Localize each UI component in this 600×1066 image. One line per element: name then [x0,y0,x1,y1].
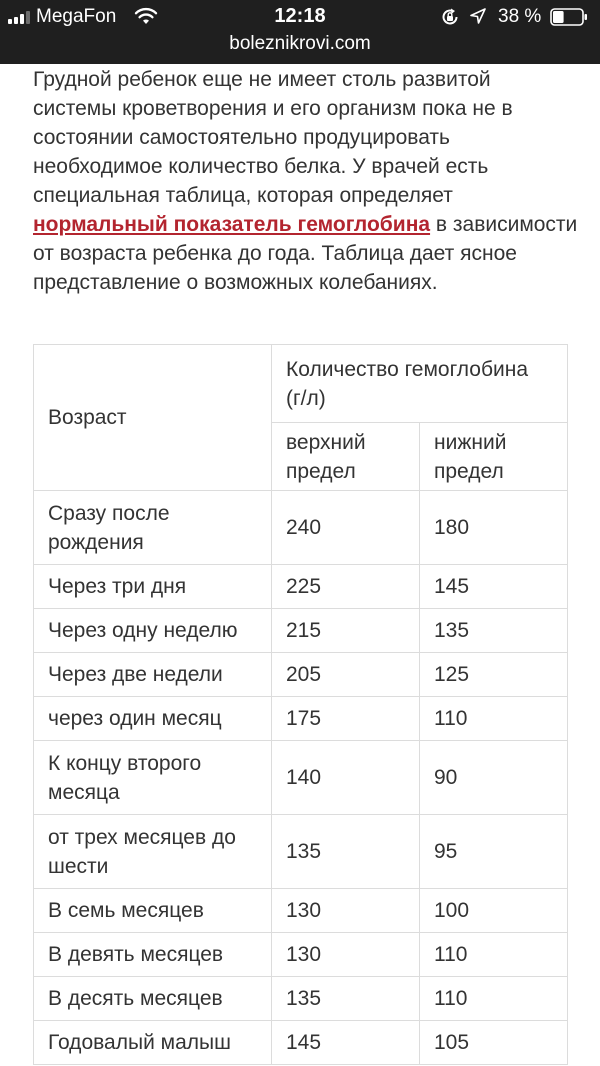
age-cell: К концу второго месяца [33,740,272,815]
upper-limit-header: верхний предел [271,422,420,491]
upper-limit-cell: 135 [271,814,420,889]
table-row: Сразу после рождения 240 180 [33,490,569,565]
lower-limit-cell: 110 [418,932,569,977]
table-row: В девять месяцев 130 110 [33,932,569,977]
browser-top-bar: MegaFon 12:18 38 % boleznikrovi.com [0,0,600,64]
table-row: Через три дня 225 145 [33,564,569,609]
upper-limit-cell: 130 [271,888,420,933]
url-bar[interactable]: boleznikrovi.com [229,33,371,54]
age-cell: Годовалый малыш [33,1020,272,1065]
article-intro-paragraph: Грудной ребенок еще не имеет столь разви… [33,65,578,297]
intro-text-after-link: в зависимости от возраста ребенка до год… [33,213,578,294]
table-row: В десять месяцев 135 110 [33,976,569,1021]
hemoglobin-amount-header: Количество гемоглобина (г/л) [270,344,569,423]
lower-limit-cell: 90 [418,740,569,815]
upper-limit-cell: 175 [271,696,420,741]
lower-limit-cell: 100 [418,888,569,933]
age-cell: В десять месяцев [33,976,272,1021]
table-row: через один месяц 175 110 [33,696,569,741]
location-arrow-icon [470,8,486,24]
table-row: Через одну неделю 215 135 [33,608,569,653]
upper-limit-cell: 135 [271,976,420,1021]
table-row: Годовалый малыш 145 105 [33,1020,569,1065]
battery-icon [550,8,587,26]
rotation-lock-icon [442,8,458,25]
intro-text-before-link: Грудной ребенок еще не имеет столь разви… [33,68,513,207]
lower-limit-header: нижний предел [418,422,569,491]
hemoglobin-norm-link[interactable]: нормальный показатель гемоглобина [33,213,431,236]
upper-limit-cell: 205 [271,652,420,697]
age-cell: от трех месяцев до шести [33,814,272,889]
age-column-header: Возраст [33,344,272,491]
table-row: К концу второго месяца 140 90 [33,740,569,815]
upper-limit-cell: 140 [271,740,420,815]
age-cell: Через одну неделю [33,608,272,653]
lower-limit-cell: 125 [418,652,569,697]
lower-limit-cell: 135 [418,608,569,653]
age-cell: В семь месяцев [33,888,272,933]
age-cell: Через три дня [33,564,272,609]
lower-limit-cell: 110 [418,976,569,1021]
upper-limit-cell: 145 [271,1020,420,1065]
lower-limit-cell: 95 [418,814,569,889]
status-bar: MegaFon 12:18 38 % [0,0,600,32]
lower-limit-cell: 145 [418,564,569,609]
table-header-row: Возраст Количество гемоглобина (г/л) [33,344,569,491]
age-cell: Сразу после рождения [33,490,272,565]
battery-percentage: 38 % [498,6,542,27]
status-time: 12:18 [274,5,326,27]
table-row: от трех месяцев до шести 135 95 [33,814,569,889]
age-cell: Через две недели [33,652,272,697]
upper-limit-cell: 130 [271,932,420,977]
age-cell: В девять месяцев [33,932,272,977]
carrier-name: MegaFon [36,6,117,27]
lower-limit-cell: 180 [418,490,569,565]
table-row: Через две недели 205 125 [33,652,569,697]
age-cell: через один месяц [33,696,272,741]
upper-limit-cell: 225 [271,564,420,609]
wifi-icon [134,7,158,24]
upper-limit-cell: 240 [271,490,420,565]
table-row: В семь месяцев 130 100 [33,888,569,933]
cellular-signal-icon [8,10,30,24]
upper-limit-cell: 215 [271,608,420,653]
hemoglobin-table: Возраст Количество гемоглобина (г/л) вер… [33,344,569,1065]
table-subheader-row: верхний предел нижний предел [34,422,569,491]
lower-limit-cell: 110 [418,696,569,741]
lower-limit-cell: 105 [418,1020,569,1065]
